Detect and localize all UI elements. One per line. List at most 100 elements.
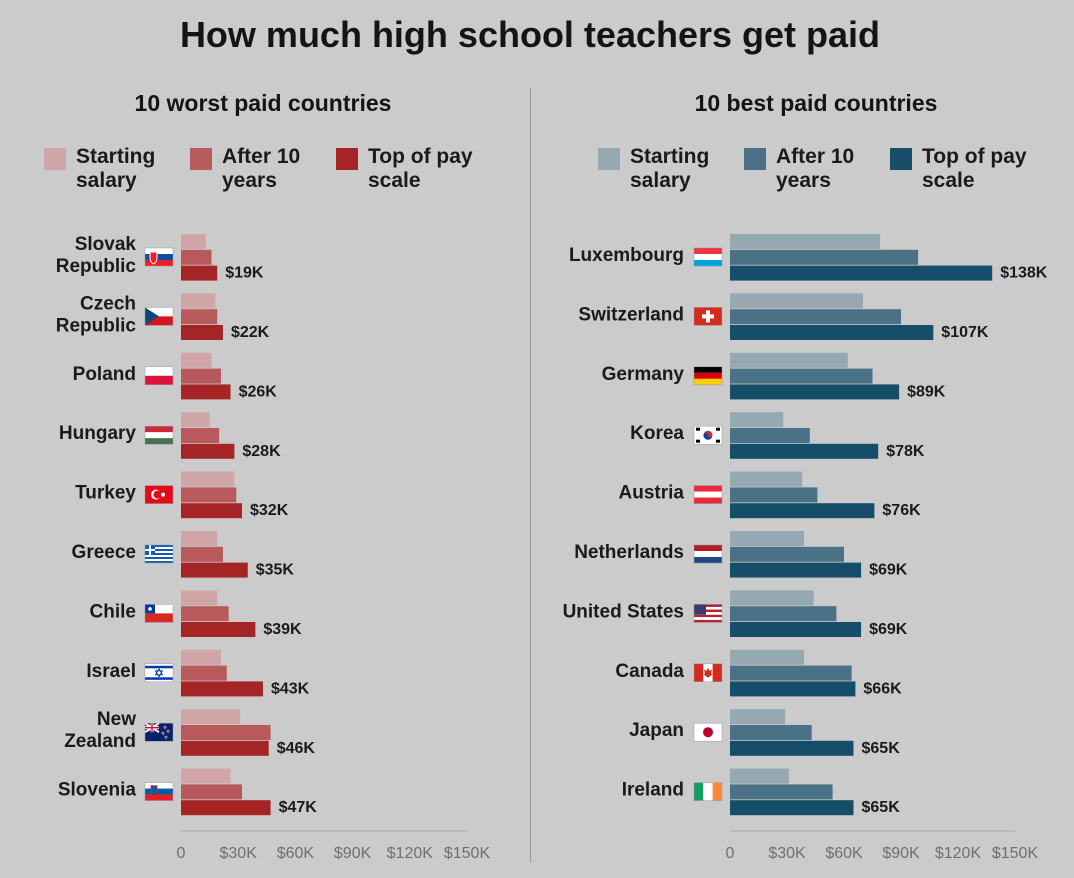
flag-stripe bbox=[145, 545, 173, 547]
bar bbox=[730, 562, 862, 578]
flag-cl-icon bbox=[144, 604, 174, 623]
bar bbox=[730, 800, 854, 816]
data-label: $69K bbox=[869, 562, 908, 579]
category-label: Greece bbox=[72, 542, 136, 563]
bar bbox=[181, 725, 271, 740]
bar bbox=[181, 443, 235, 459]
bar bbox=[730, 622, 862, 637]
panel-title-best: 10 best paid countries bbox=[694, 90, 938, 116]
flag-border bbox=[144, 782, 174, 801]
flag-gr-icon bbox=[144, 544, 174, 564]
bar bbox=[730, 590, 814, 606]
flag-border bbox=[144, 425, 174, 445]
bar bbox=[181, 622, 256, 637]
flag-border bbox=[144, 247, 174, 267]
bar bbox=[181, 368, 222, 384]
flag-border bbox=[144, 307, 174, 326]
bar bbox=[181, 309, 218, 325]
flag-stripe bbox=[694, 372, 722, 379]
flag-star bbox=[164, 735, 168, 739]
bar bbox=[181, 234, 206, 249]
x-tick-label: $90K bbox=[882, 845, 920, 862]
bar bbox=[730, 665, 852, 681]
data-label: $76K bbox=[882, 502, 921, 519]
category-label: Luxembourg bbox=[569, 245, 684, 266]
flag-star bbox=[166, 729, 170, 733]
x-tick-label: $30K bbox=[220, 845, 258, 862]
flag-stripe bbox=[145, 604, 173, 614]
legend-swatch bbox=[336, 148, 358, 170]
chart-best-paid: $138K Luxembourg $107K Switzerland $89K Germa… bbox=[563, 234, 1048, 862]
legend-swatch bbox=[44, 148, 66, 170]
flag-stripe bbox=[145, 549, 173, 551]
category-label: Hungary bbox=[59, 423, 137, 444]
legend-label: Top of pay scale bbox=[922, 145, 1027, 192]
x-tick-label: $60K bbox=[277, 845, 315, 862]
flag-stripe bbox=[145, 559, 173, 561]
data-label: $66K bbox=[863, 680, 902, 697]
flag-leaf bbox=[703, 667, 713, 678]
flag-cross bbox=[145, 549, 155, 551]
flag-si-icon bbox=[144, 782, 174, 801]
data-label: $22K bbox=[231, 324, 270, 341]
flag-stripe bbox=[694, 260, 722, 266]
flag-stripe bbox=[694, 551, 722, 557]
flag-trigram bbox=[696, 439, 700, 443]
bar bbox=[730, 249, 919, 265]
legend-swatch bbox=[190, 148, 212, 170]
flag-stripe bbox=[694, 248, 722, 254]
flag-border bbox=[693, 544, 723, 564]
flag-stripe bbox=[694, 617, 722, 620]
flag-stripe bbox=[694, 663, 704, 682]
bar bbox=[181, 800, 271, 816]
flag-stripe bbox=[694, 619, 722, 623]
data-label: $65K bbox=[862, 799, 901, 816]
flag-stripe bbox=[145, 375, 173, 385]
flag-stripe bbox=[694, 609, 722, 613]
bar bbox=[181, 606, 229, 622]
flag-border bbox=[693, 425, 723, 445]
category-label: Slovak Republic bbox=[56, 234, 137, 277]
flag-stripe bbox=[145, 248, 173, 254]
data-label: $69K bbox=[869, 621, 908, 638]
flag-stripe bbox=[712, 782, 722, 801]
flag-stripe bbox=[145, 561, 173, 563]
bar bbox=[181, 249, 212, 265]
flag-stripe bbox=[694, 606, 722, 610]
bar bbox=[730, 740, 854, 756]
flag-star bbox=[154, 667, 164, 678]
flag-stripe bbox=[694, 557, 722, 563]
bar bbox=[730, 265, 993, 281]
bar bbox=[730, 725, 812, 740]
flag-stripe bbox=[145, 551, 173, 553]
flag-border bbox=[144, 544, 174, 564]
flag-ie-icon bbox=[693, 782, 723, 801]
flag-at-icon bbox=[693, 485, 723, 504]
flag-border bbox=[693, 663, 723, 683]
category-label: Slovenia bbox=[58, 780, 137, 801]
flag-stripe bbox=[694, 491, 722, 498]
flag-stripe bbox=[145, 432, 173, 439]
bar bbox=[730, 234, 881, 249]
bar bbox=[181, 709, 241, 725]
flag-ca-icon bbox=[693, 663, 723, 683]
flag-border bbox=[144, 604, 174, 623]
data-label: $32K bbox=[250, 502, 289, 519]
flag-emblem bbox=[150, 785, 158, 797]
x-tick-label: $120K bbox=[387, 845, 434, 862]
flag-stripe bbox=[694, 545, 722, 551]
flag-cz-icon bbox=[144, 307, 174, 326]
bar bbox=[181, 265, 218, 281]
bar bbox=[730, 649, 805, 665]
flag-border bbox=[144, 366, 174, 386]
bar bbox=[730, 384, 900, 400]
flag-border bbox=[693, 604, 723, 623]
bar bbox=[181, 768, 231, 784]
flag-stripe bbox=[145, 677, 173, 680]
bar bbox=[181, 740, 269, 756]
legend-item-after10-best: After 10 years bbox=[744, 145, 886, 193]
bar bbox=[730, 412, 784, 428]
bar bbox=[730, 681, 856, 697]
data-label: $35K bbox=[256, 562, 295, 579]
flag-stripe bbox=[694, 497, 722, 504]
